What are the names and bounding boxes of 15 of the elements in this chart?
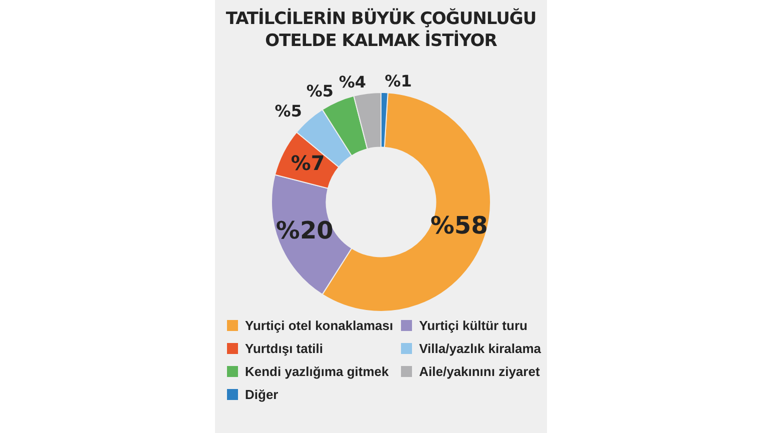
data-label: %58 bbox=[430, 212, 488, 240]
legend-label: Kendi yazlığıma gitmek bbox=[245, 364, 389, 379]
legend-label: Yurtdışı tatili bbox=[245, 341, 324, 356]
data-label: %4 bbox=[338, 72, 366, 92]
data-label: %1 bbox=[384, 72, 412, 91]
chart-title: TATİLCİLERİN BÜYÜK ÇOĞUNLUĞU OTELDE KALMAK İSTİYOR bbox=[224, 8, 538, 52]
legend-label: Villa/yazlık kiralama bbox=[419, 341, 542, 356]
legend-label: Aile/yakınını ziyaret bbox=[419, 364, 540, 379]
data-label: %20 bbox=[276, 216, 334, 244]
legend-label: Diğer bbox=[245, 387, 278, 402]
data-label: %5 bbox=[306, 81, 334, 100]
legend-label: Yurtiçi otel konaklaması bbox=[245, 318, 394, 333]
data-label: %7 bbox=[290, 150, 325, 175]
data-label: %5 bbox=[274, 102, 302, 121]
legend-label: Yurtiçi kültür turu bbox=[419, 318, 528, 333]
